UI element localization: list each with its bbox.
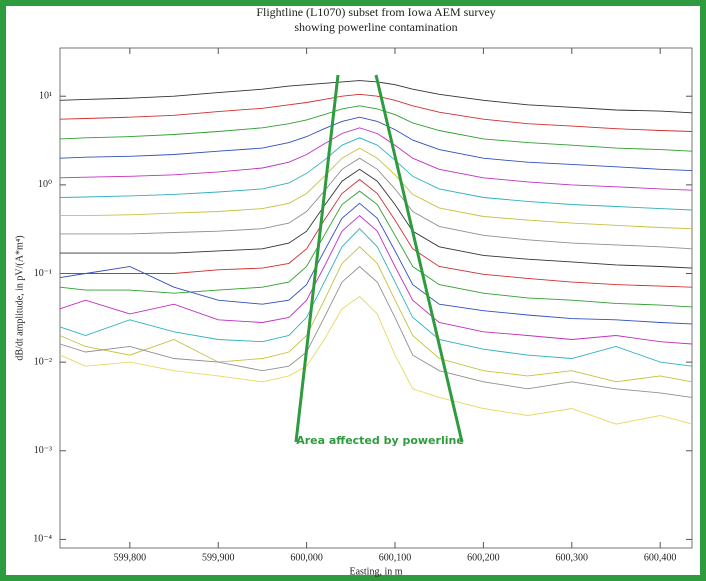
series-line [60, 168, 693, 269]
annotation: Area affected by powerline [296, 434, 464, 447]
series-line [59, 202, 693, 325]
series-line [59, 295, 693, 425]
series-line [59, 214, 693, 345]
series-line [59, 190, 693, 308]
series-line [60, 147, 693, 230]
series-line [59, 265, 693, 398]
x-tick-label: 599,800 [114, 552, 147, 563]
annotation-line [294, 74, 340, 443]
y-tick-label: 10⁻² [34, 356, 52, 367]
series-line [59, 80, 693, 114]
y-axis-label: dB/dt amplitude, in pV/(A*m⁴) [14, 235, 25, 360]
y-tick-label: 10¹ [39, 91, 52, 102]
series-line [60, 178, 693, 288]
series-line [59, 93, 693, 132]
y-tick-label: 10⁻³ [34, 445, 52, 456]
series-line [59, 228, 693, 367]
chart-title: Flightline (L1070) subset from Iowa AEM … [256, 5, 495, 19]
plot-area [59, 47, 693, 549]
series-line [59, 116, 693, 172]
x-tick-label: 600,100 [379, 552, 412, 563]
y-tick-label: 10⁰ [38, 179, 52, 190]
x-tick-label: 599,900 [202, 552, 235, 563]
y-tick-label: 10⁻⁴ [33, 534, 52, 545]
series-line [59, 105, 693, 152]
x-tick-label: 600,300 [556, 552, 589, 563]
x-tick-label: 600,200 [467, 552, 500, 563]
series-line [59, 246, 693, 383]
x-tick-label: 600,000 [290, 552, 323, 563]
chart-subtitle: showing powerline contamination [294, 20, 457, 34]
annotation-line [374, 74, 464, 443]
x-axis-label: Easting, in m [349, 566, 402, 577]
series-line [60, 157, 693, 250]
x-tick-label: 600,400 [644, 552, 677, 563]
series-line [59, 127, 693, 191]
plot: 10⁻⁴ 10⁻³ 10⁻² 10⁻¹ 10⁰ 10¹ 599,800 599,900 600,… [33, 47, 693, 563]
y-tick-label: 10⁻¹ [34, 268, 52, 279]
series-line [59, 137, 693, 211]
